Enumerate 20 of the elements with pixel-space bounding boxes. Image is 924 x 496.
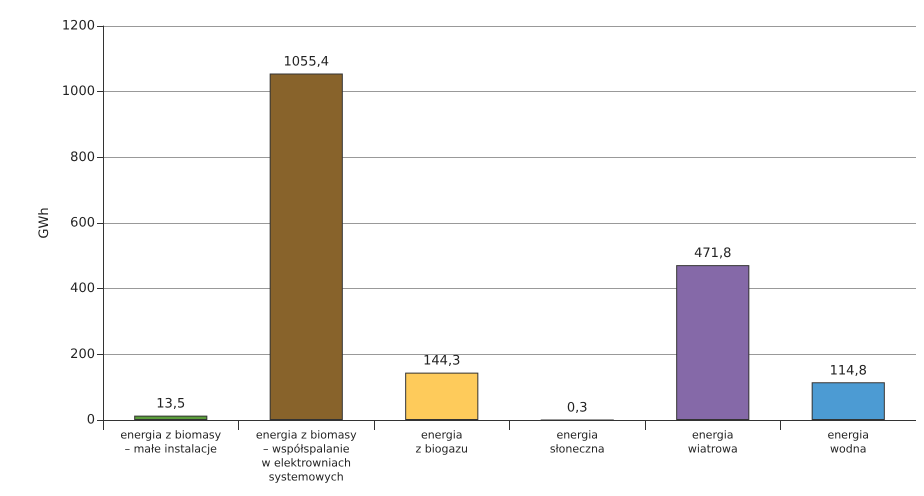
data-label: 471,8 <box>694 246 732 262</box>
x-tick-label: energia z biogazu <box>415 428 468 456</box>
x-tick-label: energia z biomasy – małe instalacje <box>120 428 222 456</box>
x-tick-label: energia z biomasy – współspalanie w elektrowniach systemowych <box>256 428 358 484</box>
data-label: 1055,4 <box>284 54 329 70</box>
x-tick-label: energia słoneczna <box>550 428 605 456</box>
data-label: 114,8 <box>830 363 867 378</box>
y-tick-label: 0 <box>86 412 95 428</box>
data-label: 0,3 <box>566 400 588 416</box>
y-axis-title: GWh <box>37 207 52 239</box>
x-tick-label: energia wodna <box>827 428 870 456</box>
data-label: 144,3 <box>423 354 460 369</box>
y-tick-label: 1000 <box>62 84 95 100</box>
y-tick-label: 200 <box>70 346 95 362</box>
y-tick-label: 600 <box>70 216 95 230</box>
x-tick-label: energia wiatrowa <box>688 428 738 456</box>
y-tick-label: 1200 <box>62 18 95 34</box>
y-tick-label: 800 <box>70 150 95 165</box>
data-label: 13,5 <box>156 396 186 412</box>
y-tick-label: 400 <box>70 281 95 296</box>
